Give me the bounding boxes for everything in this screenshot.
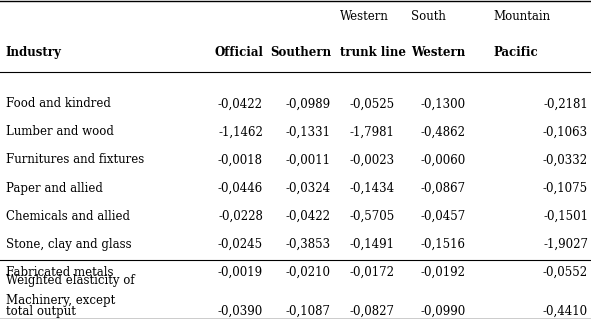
Text: -0,1087: -0,1087 xyxy=(286,305,331,318)
Text: Industry: Industry xyxy=(6,46,62,59)
Text: -0,1516: -0,1516 xyxy=(421,238,466,251)
Text: -0,0390: -0,0390 xyxy=(217,305,263,318)
Text: -0,0060: -0,0060 xyxy=(420,153,466,167)
Text: -0,0192: -0,0192 xyxy=(421,266,466,279)
Text: -0,0867: -0,0867 xyxy=(421,182,466,195)
Text: -0,0990: -0,0990 xyxy=(420,305,466,318)
Text: -0,5705: -0,5705 xyxy=(349,210,395,223)
Text: Western: Western xyxy=(411,46,465,59)
Text: Furnitures and fixtures: Furnitures and fixtures xyxy=(6,153,144,167)
Text: Paper and allied: Paper and allied xyxy=(6,182,103,195)
Text: -0,1491: -0,1491 xyxy=(350,238,395,251)
Text: Western: Western xyxy=(340,10,389,23)
Text: Official: Official xyxy=(214,46,263,59)
Text: Lumber and wood: Lumber and wood xyxy=(6,125,114,138)
Text: -0,0324: -0,0324 xyxy=(286,182,331,195)
Text: Chemicals and allied: Chemicals and allied xyxy=(6,210,130,223)
Text: total output: total output xyxy=(6,305,76,318)
Text: -0,0525: -0,0525 xyxy=(350,97,395,110)
Text: -0,0446: -0,0446 xyxy=(217,182,263,195)
Text: Machinery, except: Machinery, except xyxy=(6,294,115,307)
Text: -0,1434: -0,1434 xyxy=(350,182,395,195)
Text: -0,0210: -0,0210 xyxy=(286,266,331,279)
Text: trunk line: trunk line xyxy=(340,46,406,59)
Text: -0,3853: -0,3853 xyxy=(286,238,331,251)
Text: Food and kindred: Food and kindred xyxy=(6,97,111,110)
Text: -0,4862: -0,4862 xyxy=(421,125,466,138)
Text: -0,0989: -0,0989 xyxy=(286,97,331,110)
Text: -0,0457: -0,0457 xyxy=(420,210,466,223)
Text: -0,0422: -0,0422 xyxy=(218,97,263,110)
Text: -0,0018: -0,0018 xyxy=(218,153,263,167)
Text: Stone, clay and glass: Stone, clay and glass xyxy=(6,238,132,251)
Text: -0,1331: -0,1331 xyxy=(286,125,331,138)
Text: -0,0172: -0,0172 xyxy=(350,266,395,279)
Text: -0,2181: -0,2181 xyxy=(543,97,588,110)
Text: Weighted elasticity of: Weighted elasticity of xyxy=(6,274,135,287)
Text: -0,0332: -0,0332 xyxy=(543,153,588,167)
Text: -0,0422: -0,0422 xyxy=(286,210,331,223)
Text: Fabricated metals: Fabricated metals xyxy=(6,266,113,279)
Text: Pacific: Pacific xyxy=(493,46,538,59)
Text: -0,4410: -0,4410 xyxy=(543,305,588,318)
Text: Mountain: Mountain xyxy=(493,10,551,23)
Text: -0,1501: -0,1501 xyxy=(543,210,588,223)
Text: -0,1300: -0,1300 xyxy=(421,97,466,110)
Text: -0,0228: -0,0228 xyxy=(218,210,263,223)
Text: South: South xyxy=(411,10,446,23)
Text: -0,0827: -0,0827 xyxy=(350,305,395,318)
Text: -0,1063: -0,1063 xyxy=(543,125,588,138)
Text: -0,0011: -0,0011 xyxy=(286,153,331,167)
Text: -0,0019: -0,0019 xyxy=(218,266,263,279)
Text: -0,1075: -0,1075 xyxy=(543,182,588,195)
Text: -1,1462: -1,1462 xyxy=(218,125,263,138)
Text: Southern: Southern xyxy=(270,46,331,59)
Text: -0,0245: -0,0245 xyxy=(218,238,263,251)
Text: -1,7981: -1,7981 xyxy=(350,125,395,138)
Text: -1,9027: -1,9027 xyxy=(543,238,588,251)
Text: -0,0023: -0,0023 xyxy=(350,153,395,167)
Text: -0,0552: -0,0552 xyxy=(543,266,588,279)
